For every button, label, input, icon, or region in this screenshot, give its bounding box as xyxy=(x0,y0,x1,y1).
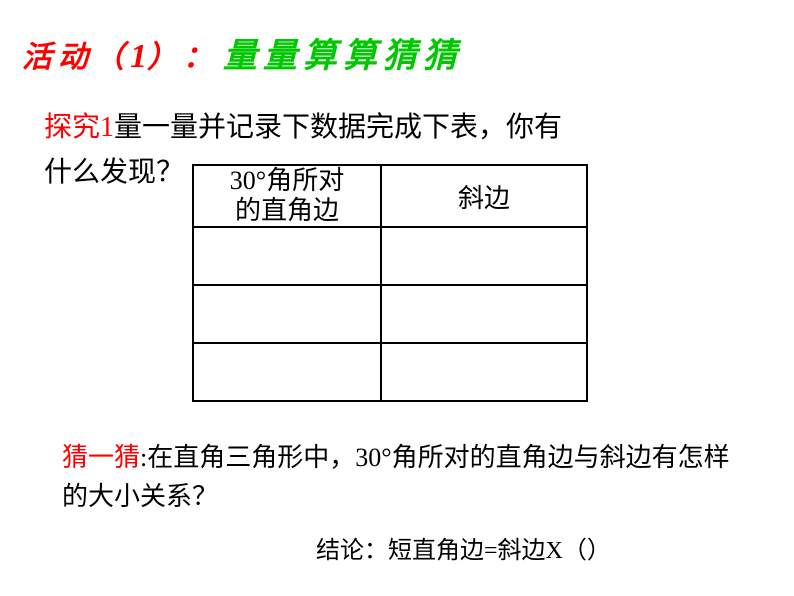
cell xyxy=(193,227,381,285)
cell xyxy=(381,285,587,343)
guess-red: 猜一猜 xyxy=(62,443,140,472)
table-header-row: 30°角所对 的直角边 斜边 xyxy=(193,165,587,227)
table-row xyxy=(193,227,587,285)
cell xyxy=(193,343,381,401)
title-red-part: 活动（1）： xyxy=(22,32,219,76)
header-col2: 斜边 xyxy=(381,165,587,227)
header-col1: 30°角所对 的直角边 xyxy=(193,165,381,227)
table-row xyxy=(193,285,587,343)
cell xyxy=(381,227,587,285)
header1-line2: 的直角边 xyxy=(235,196,339,225)
title-number: 1 xyxy=(130,38,147,75)
header1-line1: 30°角所对 xyxy=(230,166,344,195)
guess-text: 猜一猜:在直角三角形中，30°角所对的直角边与斜边有怎样的大小关系？ xyxy=(62,438,742,516)
prompt-line1: 量一量并记录下数据完成下表，你有 xyxy=(114,112,562,143)
title-prefix: 活动（ xyxy=(22,41,130,74)
measurement-table: 30°角所对 的直角边 斜边 xyxy=(192,164,588,402)
title-green-part: 量量算算猜猜 xyxy=(223,28,463,77)
activity-title: 活动（1）： 量量算算猜猜 xyxy=(22,28,463,77)
cell xyxy=(381,343,587,401)
title-suffix: ）： xyxy=(147,41,219,74)
prompt-red: 探究1 xyxy=(44,112,114,143)
prompt-line2: 什么发现？ xyxy=(44,157,184,188)
cell xyxy=(193,285,381,343)
table-row xyxy=(193,343,587,401)
data-table: 30°角所对 的直角边 斜边 xyxy=(192,164,588,402)
conclusion-text: 结论：短直角边=斜边X（） xyxy=(316,530,611,565)
guess-rest: :在直角三角形中，30°角所对的直角边与斜边有怎样的大小关系？ xyxy=(62,443,730,511)
